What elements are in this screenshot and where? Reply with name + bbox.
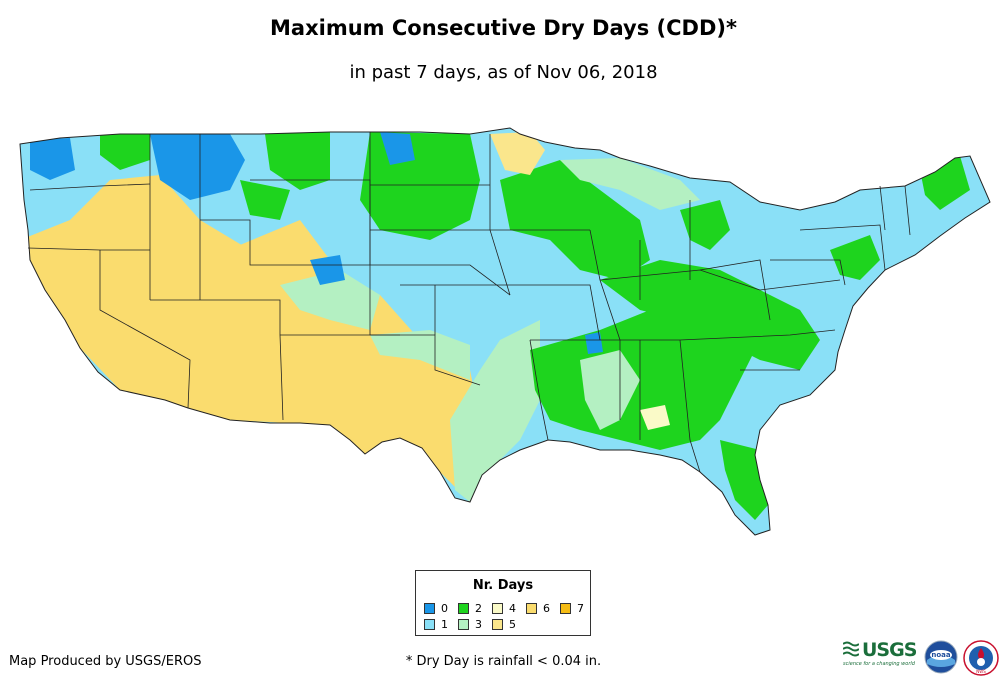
legend-label: 2 [475, 602, 482, 615]
us-dry-days-map [19, 127, 991, 536]
legend-swatch [458, 619, 469, 630]
legend-label: 1 [441, 618, 448, 631]
legend-label: 3 [475, 618, 482, 631]
noaa-logo-icon: noaa [924, 640, 958, 674]
legend-item-5: 5 [492, 618, 516, 631]
legend-item-1: 1 [424, 618, 448, 631]
usgs-wordmark: USGS [862, 639, 917, 661]
legend-title: Nr. Days [472, 578, 534, 593]
map-title: Maximum Consecutive Dry Days (CDD)* [270, 16, 737, 40]
legend: Nr. Days 0 2 4 6 7 1 3 5 [415, 570, 591, 636]
usgs-tagline: science for a changing world [843, 661, 915, 667]
legend-label: 0 [441, 602, 448, 615]
credit-text: Map Produced by USGS/EROS [9, 654, 202, 669]
legend-item-7: 7 [560, 602, 584, 615]
legend-swatch [424, 603, 435, 614]
legend-item-4: 4 [492, 602, 516, 615]
legend-item-2: 2 [458, 602, 482, 615]
legend-item-0: 0 [424, 602, 448, 615]
map-subtitle: in past 7 days, as of Nov 06, 2018 [349, 62, 658, 83]
noaa-text: noaa [931, 651, 951, 659]
legend-label: 7 [577, 602, 584, 615]
dry-day-footnote: * Dry Day is rainfall < 0.04 in. [405, 654, 602, 669]
nws-logo-icon: NWS [963, 640, 999, 676]
legend-item-3: 3 [458, 618, 482, 631]
usgs-logo: USGS science for a changing world [843, 640, 923, 676]
usgs-waves-icon [843, 641, 859, 657]
category-regions [20, 128, 990, 535]
legend-swatch [560, 603, 571, 614]
legend-item-6: 6 [526, 602, 550, 615]
legend-label: 5 [509, 618, 516, 631]
legend-swatch [492, 619, 503, 630]
state-boundaries [19, 127, 991, 536]
legend-swatch [492, 603, 503, 614]
legend-label: 4 [509, 602, 516, 615]
nws-text: NWS [976, 669, 986, 674]
legend-label: 6 [543, 602, 550, 615]
legend-swatch [424, 619, 435, 630]
legend-swatch [526, 603, 537, 614]
legend-swatch [458, 603, 469, 614]
